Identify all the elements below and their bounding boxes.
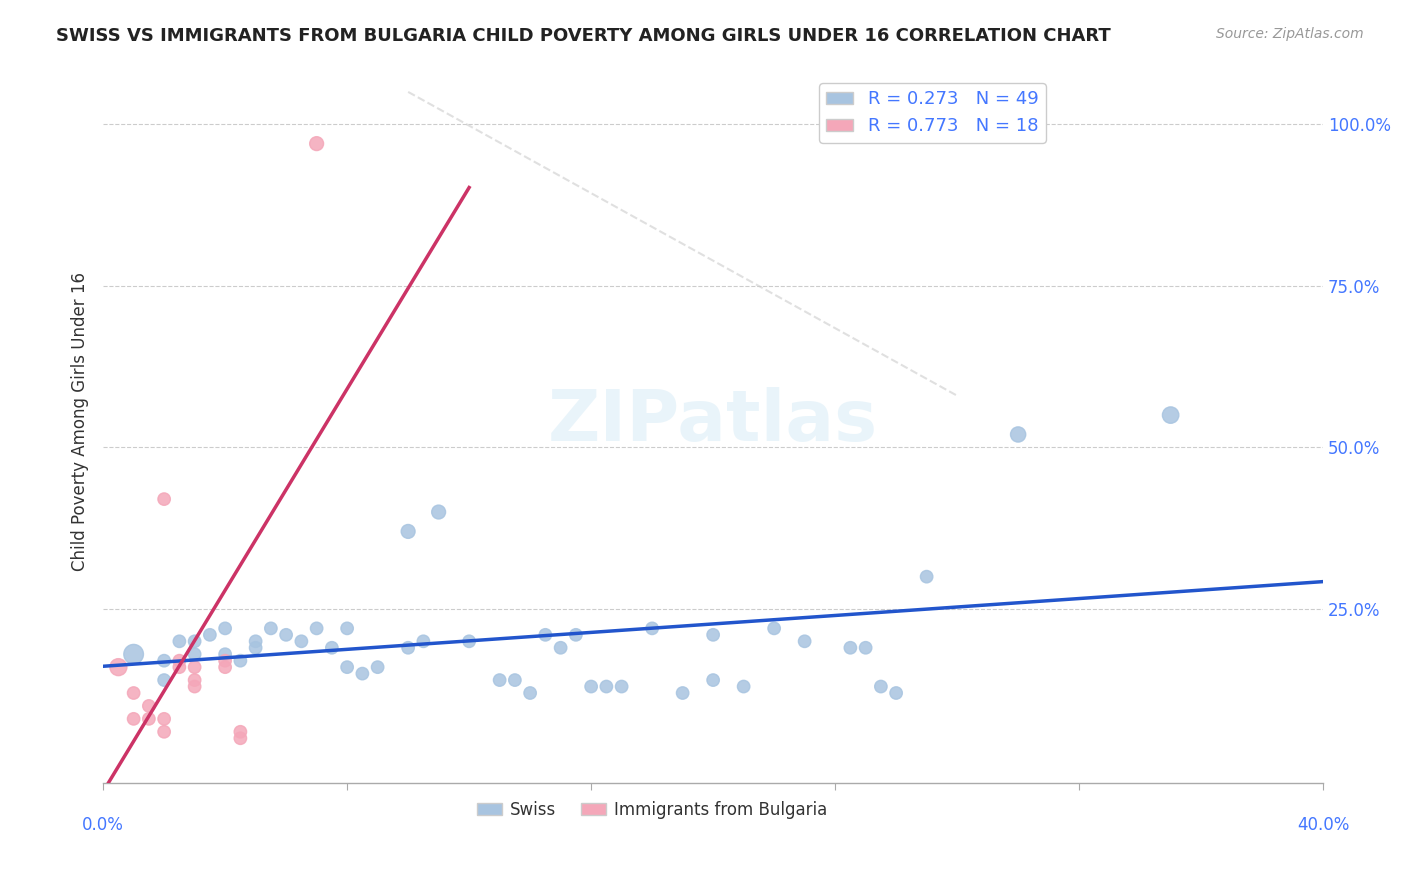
Point [1160, 408, 1182, 422]
Point [488, 673, 510, 687]
Point [396, 640, 419, 655]
Text: Source: ZipAtlas.com: Source: ZipAtlas.com [1216, 27, 1364, 41]
Point [336, 660, 359, 674]
Point [565, 628, 588, 642]
Point [763, 621, 786, 635]
Point [321, 640, 343, 655]
Point [855, 640, 877, 655]
Point [672, 686, 695, 700]
Point [305, 621, 328, 635]
Point [183, 647, 205, 661]
Point [595, 680, 617, 694]
Text: 0.0%: 0.0% [82, 816, 124, 834]
Point [290, 634, 312, 648]
Point [169, 654, 191, 668]
Point [153, 724, 176, 739]
Point [107, 660, 129, 674]
Point [702, 673, 724, 687]
Point [1007, 427, 1029, 442]
Point [245, 634, 267, 648]
Point [214, 647, 236, 661]
Point [579, 680, 602, 694]
Point [229, 654, 252, 668]
Point [884, 686, 907, 700]
Point [503, 673, 526, 687]
Point [169, 660, 191, 674]
Point [198, 628, 221, 642]
Point [138, 698, 160, 713]
Point [183, 680, 205, 694]
Point [367, 660, 389, 674]
Point [733, 680, 755, 694]
Point [702, 628, 724, 642]
Point [138, 712, 160, 726]
Point [245, 640, 267, 655]
Point [396, 524, 419, 539]
Point [870, 680, 893, 694]
Point [183, 673, 205, 687]
Point [793, 634, 815, 648]
Point [214, 621, 236, 635]
Point [169, 634, 191, 648]
Point [229, 731, 252, 746]
Point [839, 640, 862, 655]
Text: 40.0%: 40.0% [1296, 816, 1350, 834]
Point [336, 621, 359, 635]
Point [534, 628, 557, 642]
Point [352, 666, 374, 681]
Point [122, 647, 145, 661]
Text: SWISS VS IMMIGRANTS FROM BULGARIA CHILD POVERTY AMONG GIRLS UNDER 16 CORRELATION: SWISS VS IMMIGRANTS FROM BULGARIA CHILD … [56, 27, 1111, 45]
Point [153, 673, 176, 687]
Point [458, 634, 481, 648]
Point [214, 660, 236, 674]
Point [153, 654, 176, 668]
Point [260, 621, 283, 635]
Point [153, 712, 176, 726]
Point [122, 686, 145, 700]
Point [550, 640, 572, 655]
Text: ZIPatlas: ZIPatlas [548, 387, 879, 456]
Legend: Swiss, Immigrants from Bulgaria: Swiss, Immigrants from Bulgaria [470, 795, 834, 826]
Point [610, 680, 633, 694]
Point [641, 621, 664, 635]
Point [229, 724, 252, 739]
Point [153, 492, 176, 507]
Y-axis label: Child Poverty Among Girls Under 16: Child Poverty Among Girls Under 16 [72, 272, 89, 571]
Point [915, 569, 938, 583]
Point [214, 654, 236, 668]
Point [305, 136, 328, 151]
Point [183, 660, 205, 674]
Point [122, 712, 145, 726]
Point [276, 628, 298, 642]
Point [427, 505, 450, 519]
Point [183, 634, 205, 648]
Point [412, 634, 434, 648]
Point [519, 686, 541, 700]
